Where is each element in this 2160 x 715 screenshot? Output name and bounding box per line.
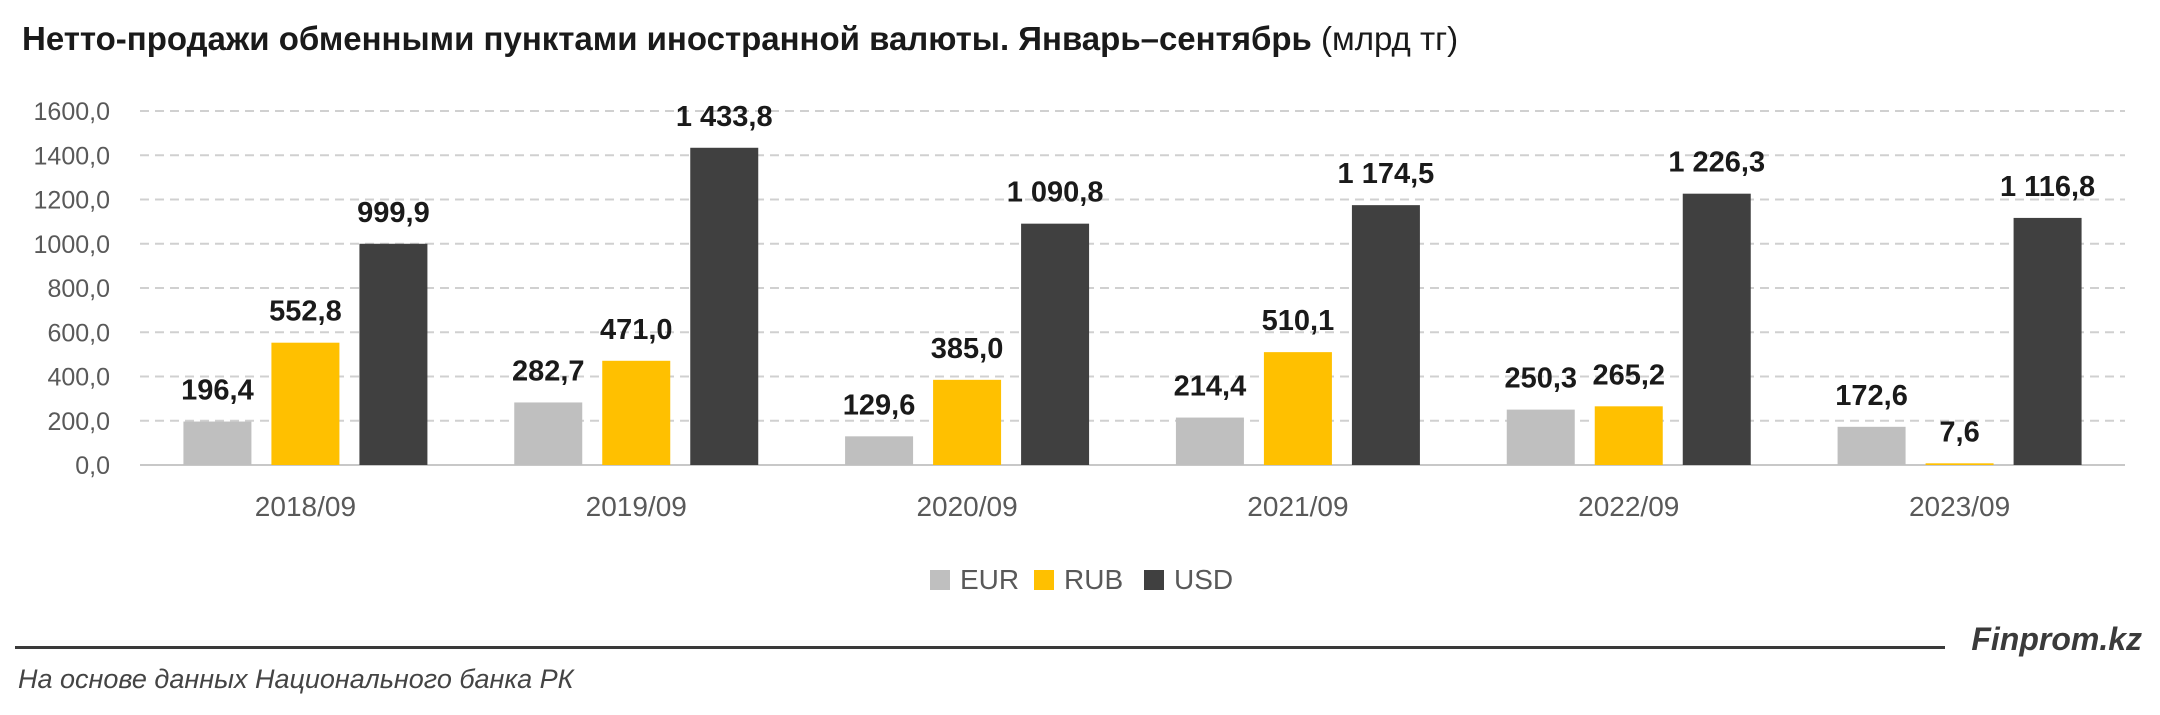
y-tick-label: 1600,0 bbox=[34, 98, 110, 126]
y-tick-label: 0,0 bbox=[75, 452, 110, 480]
bar-rub bbox=[1594, 406, 1663, 465]
y-tick-label: 400,0 bbox=[47, 364, 110, 392]
data-label: 282,7 bbox=[512, 355, 585, 387]
data-label: 510,1 bbox=[1262, 305, 1335, 337]
bar-rub bbox=[1263, 352, 1332, 465]
data-label: 265,2 bbox=[1592, 359, 1665, 391]
legend-label-rub: RUB bbox=[1064, 564, 1123, 595]
data-label: 552,8 bbox=[269, 296, 342, 328]
bar-eur bbox=[845, 436, 914, 465]
bar-usd bbox=[1021, 223, 1090, 465]
bar-rub bbox=[933, 379, 1002, 465]
x-tick-label: 2022/09 bbox=[1578, 491, 1679, 522]
y-tick-label: 200,0 bbox=[47, 408, 110, 436]
y-tick-label: 1000,0 bbox=[34, 231, 110, 259]
bar-usd bbox=[2013, 217, 2082, 465]
data-label: 1 433,8 bbox=[676, 101, 773, 133]
bar-eur bbox=[1837, 426, 1906, 465]
y-tick-label: 600,0 bbox=[47, 319, 110, 347]
bar-usd bbox=[690, 147, 759, 466]
bar-eur bbox=[514, 402, 583, 465]
chart-title: Нетто-продажи обменными пунктами иностра… bbox=[22, 20, 1458, 58]
data-label: 7,6 bbox=[1939, 416, 1979, 448]
bar-rub bbox=[1925, 463, 1994, 465]
x-tick-label: 2019/09 bbox=[586, 491, 687, 522]
bar-eur bbox=[183, 421, 252, 465]
bar-eur bbox=[1175, 417, 1244, 465]
legend-label-eur: EUR bbox=[960, 564, 1019, 595]
x-tick-label: 2018/09 bbox=[255, 491, 356, 522]
legend-swatch-eur bbox=[930, 570, 950, 590]
data-label: 1 116,8 bbox=[2000, 171, 2095, 203]
y-tick-label: 800,0 bbox=[47, 275, 110, 303]
y-tick-label: 1400,0 bbox=[34, 142, 110, 170]
data-label: 1 226,3 bbox=[1668, 147, 1765, 179]
data-label: 385,0 bbox=[931, 333, 1004, 365]
data-label: 172,6 bbox=[1835, 380, 1908, 412]
bar-eur bbox=[1506, 409, 1575, 465]
bar-usd bbox=[1682, 193, 1751, 465]
x-tick-label: 2023/09 bbox=[1909, 491, 2010, 522]
bar-usd bbox=[359, 243, 428, 465]
legend-swatch-rub bbox=[1034, 570, 1054, 590]
bar-usd bbox=[1351, 205, 1420, 465]
data-label: 1 090,8 bbox=[1007, 177, 1104, 209]
bar-rub bbox=[602, 360, 671, 465]
y-tick-label: 1200,0 bbox=[34, 187, 110, 215]
footer-divider bbox=[15, 646, 1945, 649]
data-label: 999,9 bbox=[357, 197, 430, 229]
brand-logo-text: Finprom.kz bbox=[1971, 621, 2142, 657]
source-note: На основе данных Национального банка РК bbox=[18, 664, 574, 694]
legend-label-usd: USD bbox=[1174, 564, 1233, 595]
x-tick-label: 2020/09 bbox=[916, 491, 1017, 522]
legend-swatch-usd bbox=[1144, 570, 1164, 590]
chart-title-unit: (млрд тг) bbox=[1321, 20, 1459, 57]
data-label: 250,3 bbox=[1504, 363, 1577, 395]
bar-chart: 0,0 200,0 400,0 600,0 800,0 1000,0 1200,0 1400,… bbox=[34, 98, 2125, 595]
chart-title-main: Нетто-продажи обменными пунктами иностра… bbox=[22, 20, 1312, 57]
data-label: 471,0 bbox=[600, 314, 673, 346]
data-label: 196,4 bbox=[181, 375, 254, 407]
bar-rub bbox=[271, 342, 340, 465]
x-tick-label: 2021/09 bbox=[1247, 491, 1348, 522]
data-label: 129,6 bbox=[843, 389, 916, 421]
data-label: 1 174,5 bbox=[1338, 158, 1435, 190]
data-label: 214,4 bbox=[1174, 371, 1247, 403]
